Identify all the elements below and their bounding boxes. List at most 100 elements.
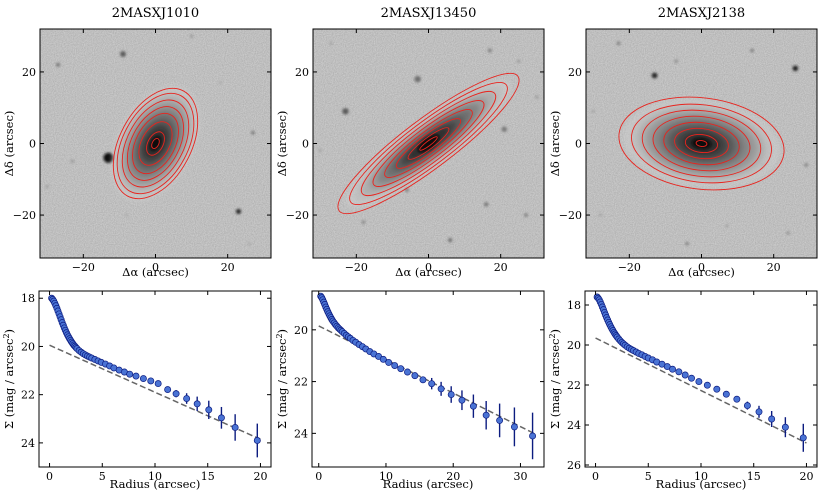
y-tick-label: 20 <box>294 324 308 337</box>
star <box>591 109 595 113</box>
isophote-ellipse <box>132 112 179 175</box>
profile-panel-1: 0 5 10 15 20 18 20 22 24 Radius (arcsec) Σ (mag … <box>2 290 272 491</box>
data-point <box>404 368 411 376</box>
star <box>247 242 251 246</box>
image-ylabel: Δδ (arcsec) <box>548 111 562 177</box>
y-tick-label: 26 <box>567 459 581 472</box>
x-tick-label: 0 <box>592 470 599 483</box>
data-point <box>458 396 466 404</box>
x-tick-label: 0 <box>698 261 705 274</box>
x-tick-label: 20 <box>253 470 267 483</box>
image-ylabel: Δδ (arcsec) <box>275 111 289 177</box>
data-point <box>743 402 751 410</box>
fit-line <box>49 344 261 440</box>
x-tick-label: 15 <box>201 470 215 483</box>
star <box>189 34 194 38</box>
profile-panel-2: 0 10 20 30 20 22 24 Radius (arcsec) Σ (mag / a… <box>275 290 545 491</box>
x-tick-label: 5 <box>99 470 106 483</box>
star <box>786 231 790 235</box>
star <box>218 81 223 85</box>
isophote-ellipse <box>684 133 719 154</box>
data-point <box>496 416 504 424</box>
star <box>674 59 678 63</box>
data-point <box>681 371 689 379</box>
star <box>329 41 333 45</box>
star <box>598 213 603 217</box>
isophote-ellipse <box>631 103 772 184</box>
data-point <box>675 368 683 376</box>
data-point <box>391 362 399 369</box>
y-tick-label: 22 <box>567 379 581 392</box>
x-tick-label: 5 <box>645 470 652 483</box>
y-tick-label: −20 <box>13 209 36 222</box>
data-point <box>755 408 763 416</box>
star <box>685 241 689 246</box>
profile-ylabel: Σ (mag / arcsec2) <box>2 329 16 429</box>
isophote-ellipse <box>419 136 438 151</box>
x-tick-label: 20 <box>494 261 508 274</box>
data-point <box>437 385 445 393</box>
data-point <box>695 378 703 386</box>
data-point <box>428 380 436 388</box>
isophote-ellipse <box>695 140 708 147</box>
data-point <box>669 365 676 373</box>
isophotes <box>618 96 785 191</box>
y-tick-label: 20 <box>295 66 309 79</box>
image-area <box>40 29 271 258</box>
star <box>484 202 489 207</box>
image-xlabel: Δα (arcsec) <box>668 265 735 279</box>
data-point <box>139 375 147 382</box>
x-tick-label: 20 <box>799 470 813 483</box>
y-tick-label: 24 <box>294 427 308 440</box>
axes-frame <box>311 290 545 468</box>
star <box>535 95 539 99</box>
star <box>651 72 658 79</box>
isophote-ellipse <box>674 127 729 160</box>
data-point <box>132 372 140 380</box>
profile-xlabel: Radius (arcsec) <box>110 477 201 491</box>
y-tick-label: 18 <box>567 299 581 312</box>
panel-title: 2MASXJ2138 <box>658 6 745 21</box>
y-tick-label: 20 <box>568 66 582 79</box>
image-area <box>313 29 544 258</box>
x-tick-label: −20 <box>618 261 641 274</box>
star <box>448 238 453 243</box>
isophote-ellipse <box>116 92 195 195</box>
star <box>361 220 366 225</box>
star <box>750 48 754 53</box>
x-tick-label: 0 <box>152 261 159 274</box>
data-point <box>482 411 490 419</box>
isophote-ellipse <box>407 127 450 160</box>
isophote-ellipse <box>384 109 473 178</box>
x-tick-label: 20 <box>767 261 781 274</box>
star <box>103 152 114 163</box>
data-point <box>126 370 134 378</box>
star <box>414 75 421 83</box>
data-point <box>688 374 695 382</box>
isophote-ellipse <box>121 99 190 188</box>
isophote-ellipse <box>112 87 199 200</box>
isophote-ellipse <box>151 138 160 149</box>
y-tick-label: 18 <box>21 292 35 305</box>
star <box>251 131 255 135</box>
galaxy <box>346 79 511 208</box>
profile-ylabel: Σ (mag / arcsec2) <box>275 329 289 429</box>
data-point <box>447 391 455 398</box>
image-xlabel: Δα (arcsec) <box>122 265 189 279</box>
image-panel-3: 2MASXJ2138 −20 0 20 −20 0 20 Δα (arcsec) Δδ (… <box>548 6 818 279</box>
data-point <box>722 390 730 398</box>
x-tick-label: 10 <box>694 470 708 483</box>
data-point <box>510 423 518 431</box>
profile-ylabel: Σ (mag / arcsec2) <box>548 329 562 429</box>
x-tick-label: 15 <box>747 470 761 483</box>
plot-area <box>593 293 807 452</box>
y-tick-label: −20 <box>559 209 582 222</box>
data-point <box>768 415 776 423</box>
isophote-ellipse <box>618 96 785 191</box>
y-tick-label: 22 <box>21 389 35 402</box>
star <box>792 65 799 72</box>
panel-title: 2MASXJ1010 <box>112 6 199 21</box>
data-point <box>781 423 789 431</box>
data-point <box>419 376 427 384</box>
image-panel-2: 2MASXJ13450 −20 0 20 −20 0 20 Δα (arcsec) Δδ … <box>275 6 545 279</box>
